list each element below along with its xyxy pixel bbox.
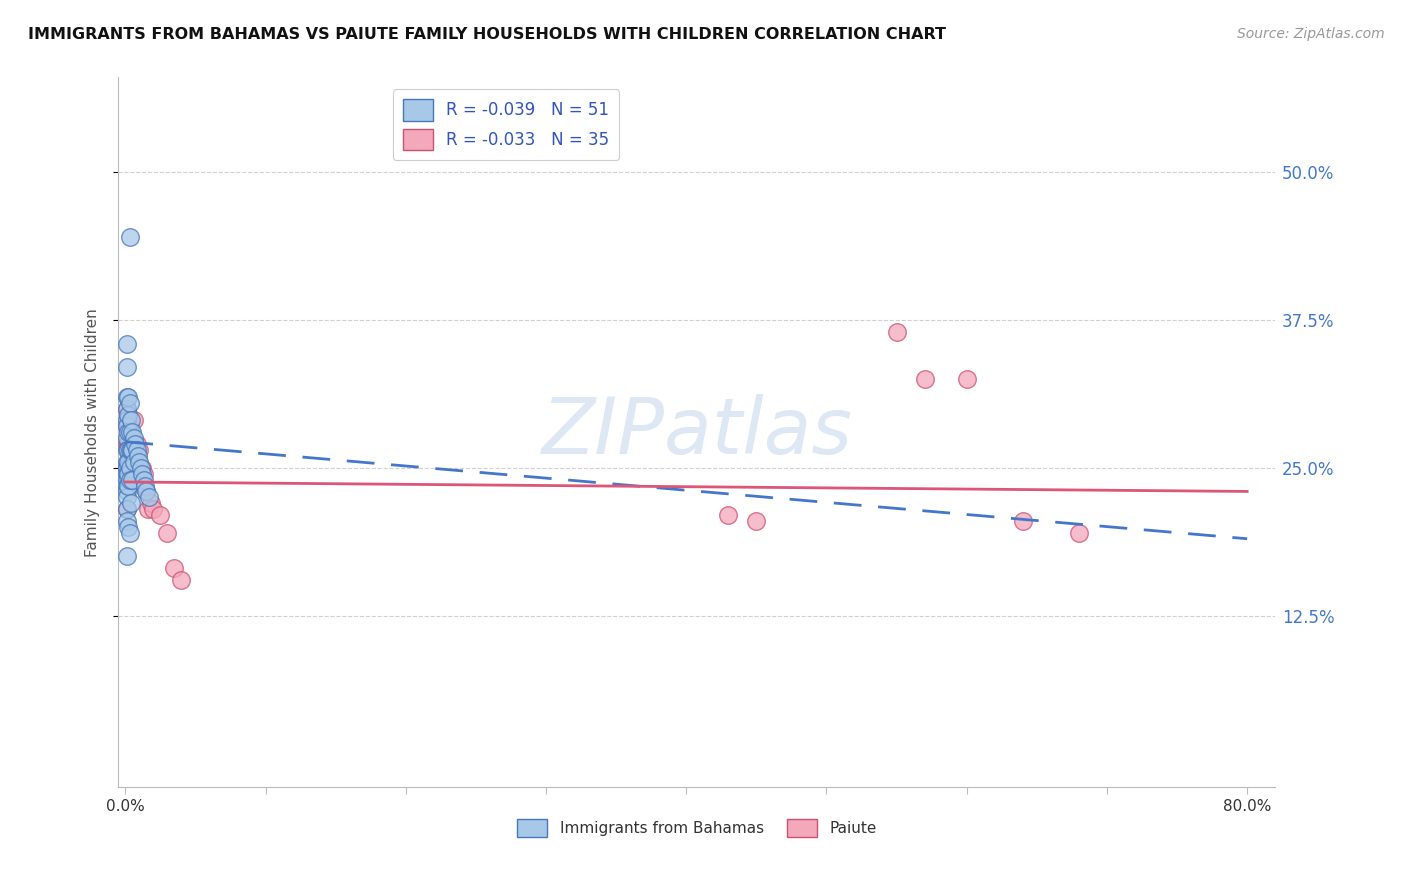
Point bbox=[118, 425, 141, 440]
Point bbox=[1067, 525, 1090, 540]
Point bbox=[117, 455, 139, 469]
Point bbox=[115, 413, 138, 427]
Point bbox=[745, 514, 768, 528]
Point bbox=[117, 390, 139, 404]
Point bbox=[115, 401, 138, 416]
Point bbox=[131, 467, 153, 481]
Point bbox=[117, 408, 139, 422]
Point bbox=[128, 443, 150, 458]
Point bbox=[129, 460, 152, 475]
Point bbox=[124, 437, 146, 451]
Point bbox=[117, 520, 139, 534]
Point bbox=[956, 372, 979, 386]
Point bbox=[124, 455, 146, 469]
Point bbox=[132, 467, 155, 481]
Legend: Immigrants from Bahamas, Paiute: Immigrants from Bahamas, Paiute bbox=[510, 813, 883, 843]
Point bbox=[115, 514, 138, 528]
Point bbox=[115, 502, 138, 516]
Point bbox=[132, 473, 155, 487]
Point bbox=[115, 390, 138, 404]
Point bbox=[118, 460, 141, 475]
Point bbox=[117, 408, 139, 422]
Point bbox=[136, 502, 159, 516]
Point bbox=[122, 431, 145, 445]
Point bbox=[156, 525, 179, 540]
Point bbox=[120, 496, 142, 510]
Point bbox=[118, 455, 141, 469]
Point bbox=[115, 401, 138, 416]
Point bbox=[131, 460, 153, 475]
Point bbox=[115, 460, 138, 475]
Point bbox=[163, 561, 186, 575]
Text: Source: ZipAtlas.com: Source: ZipAtlas.com bbox=[1237, 27, 1385, 41]
Point bbox=[125, 437, 148, 451]
Point bbox=[121, 425, 143, 440]
Point bbox=[121, 449, 143, 463]
Point bbox=[886, 325, 908, 339]
Point bbox=[122, 455, 145, 469]
Point bbox=[118, 395, 141, 409]
Point bbox=[121, 473, 143, 487]
Point bbox=[115, 419, 138, 434]
Point bbox=[115, 502, 138, 516]
Point bbox=[115, 455, 138, 469]
Point bbox=[120, 413, 142, 427]
Point bbox=[115, 460, 138, 475]
Point bbox=[115, 443, 138, 458]
Point bbox=[115, 431, 138, 445]
Point bbox=[135, 484, 157, 499]
Point bbox=[117, 478, 139, 492]
Point bbox=[115, 360, 138, 375]
Point bbox=[117, 443, 139, 458]
Point bbox=[127, 449, 149, 463]
Point bbox=[117, 473, 139, 487]
Point bbox=[118, 419, 141, 434]
Point bbox=[122, 413, 145, 427]
Point bbox=[127, 455, 149, 469]
Point bbox=[115, 478, 138, 492]
Point bbox=[125, 443, 148, 458]
Point bbox=[149, 508, 172, 522]
Point bbox=[117, 425, 139, 440]
Point bbox=[118, 473, 141, 487]
Point bbox=[170, 573, 193, 587]
Point bbox=[115, 467, 138, 481]
Y-axis label: Family Households with Children: Family Households with Children bbox=[86, 308, 100, 557]
Point bbox=[115, 437, 138, 451]
Point bbox=[120, 437, 142, 451]
Point bbox=[115, 491, 138, 505]
Point bbox=[118, 525, 141, 540]
Point bbox=[115, 336, 138, 351]
Point bbox=[121, 443, 143, 458]
Point bbox=[117, 467, 139, 481]
Point bbox=[120, 443, 142, 458]
Point bbox=[139, 496, 162, 510]
Text: IMMIGRANTS FROM BAHAMAS VS PAIUTE FAMILY HOUSEHOLDS WITH CHILDREN CORRELATION CH: IMMIGRANTS FROM BAHAMAS VS PAIUTE FAMILY… bbox=[28, 27, 946, 42]
Point bbox=[115, 484, 138, 499]
Point bbox=[115, 473, 138, 487]
Point bbox=[118, 230, 141, 244]
Point bbox=[115, 419, 138, 434]
Point bbox=[142, 502, 165, 516]
Point bbox=[122, 460, 145, 475]
Point bbox=[914, 372, 936, 386]
Point bbox=[118, 443, 141, 458]
Text: ZIPatlas: ZIPatlas bbox=[541, 394, 852, 470]
Point bbox=[1011, 514, 1033, 528]
Point bbox=[128, 455, 150, 469]
Point bbox=[134, 478, 156, 492]
Point bbox=[115, 549, 138, 564]
Point bbox=[138, 491, 160, 505]
Point bbox=[135, 484, 157, 499]
Point bbox=[117, 437, 139, 451]
Point bbox=[717, 508, 740, 522]
